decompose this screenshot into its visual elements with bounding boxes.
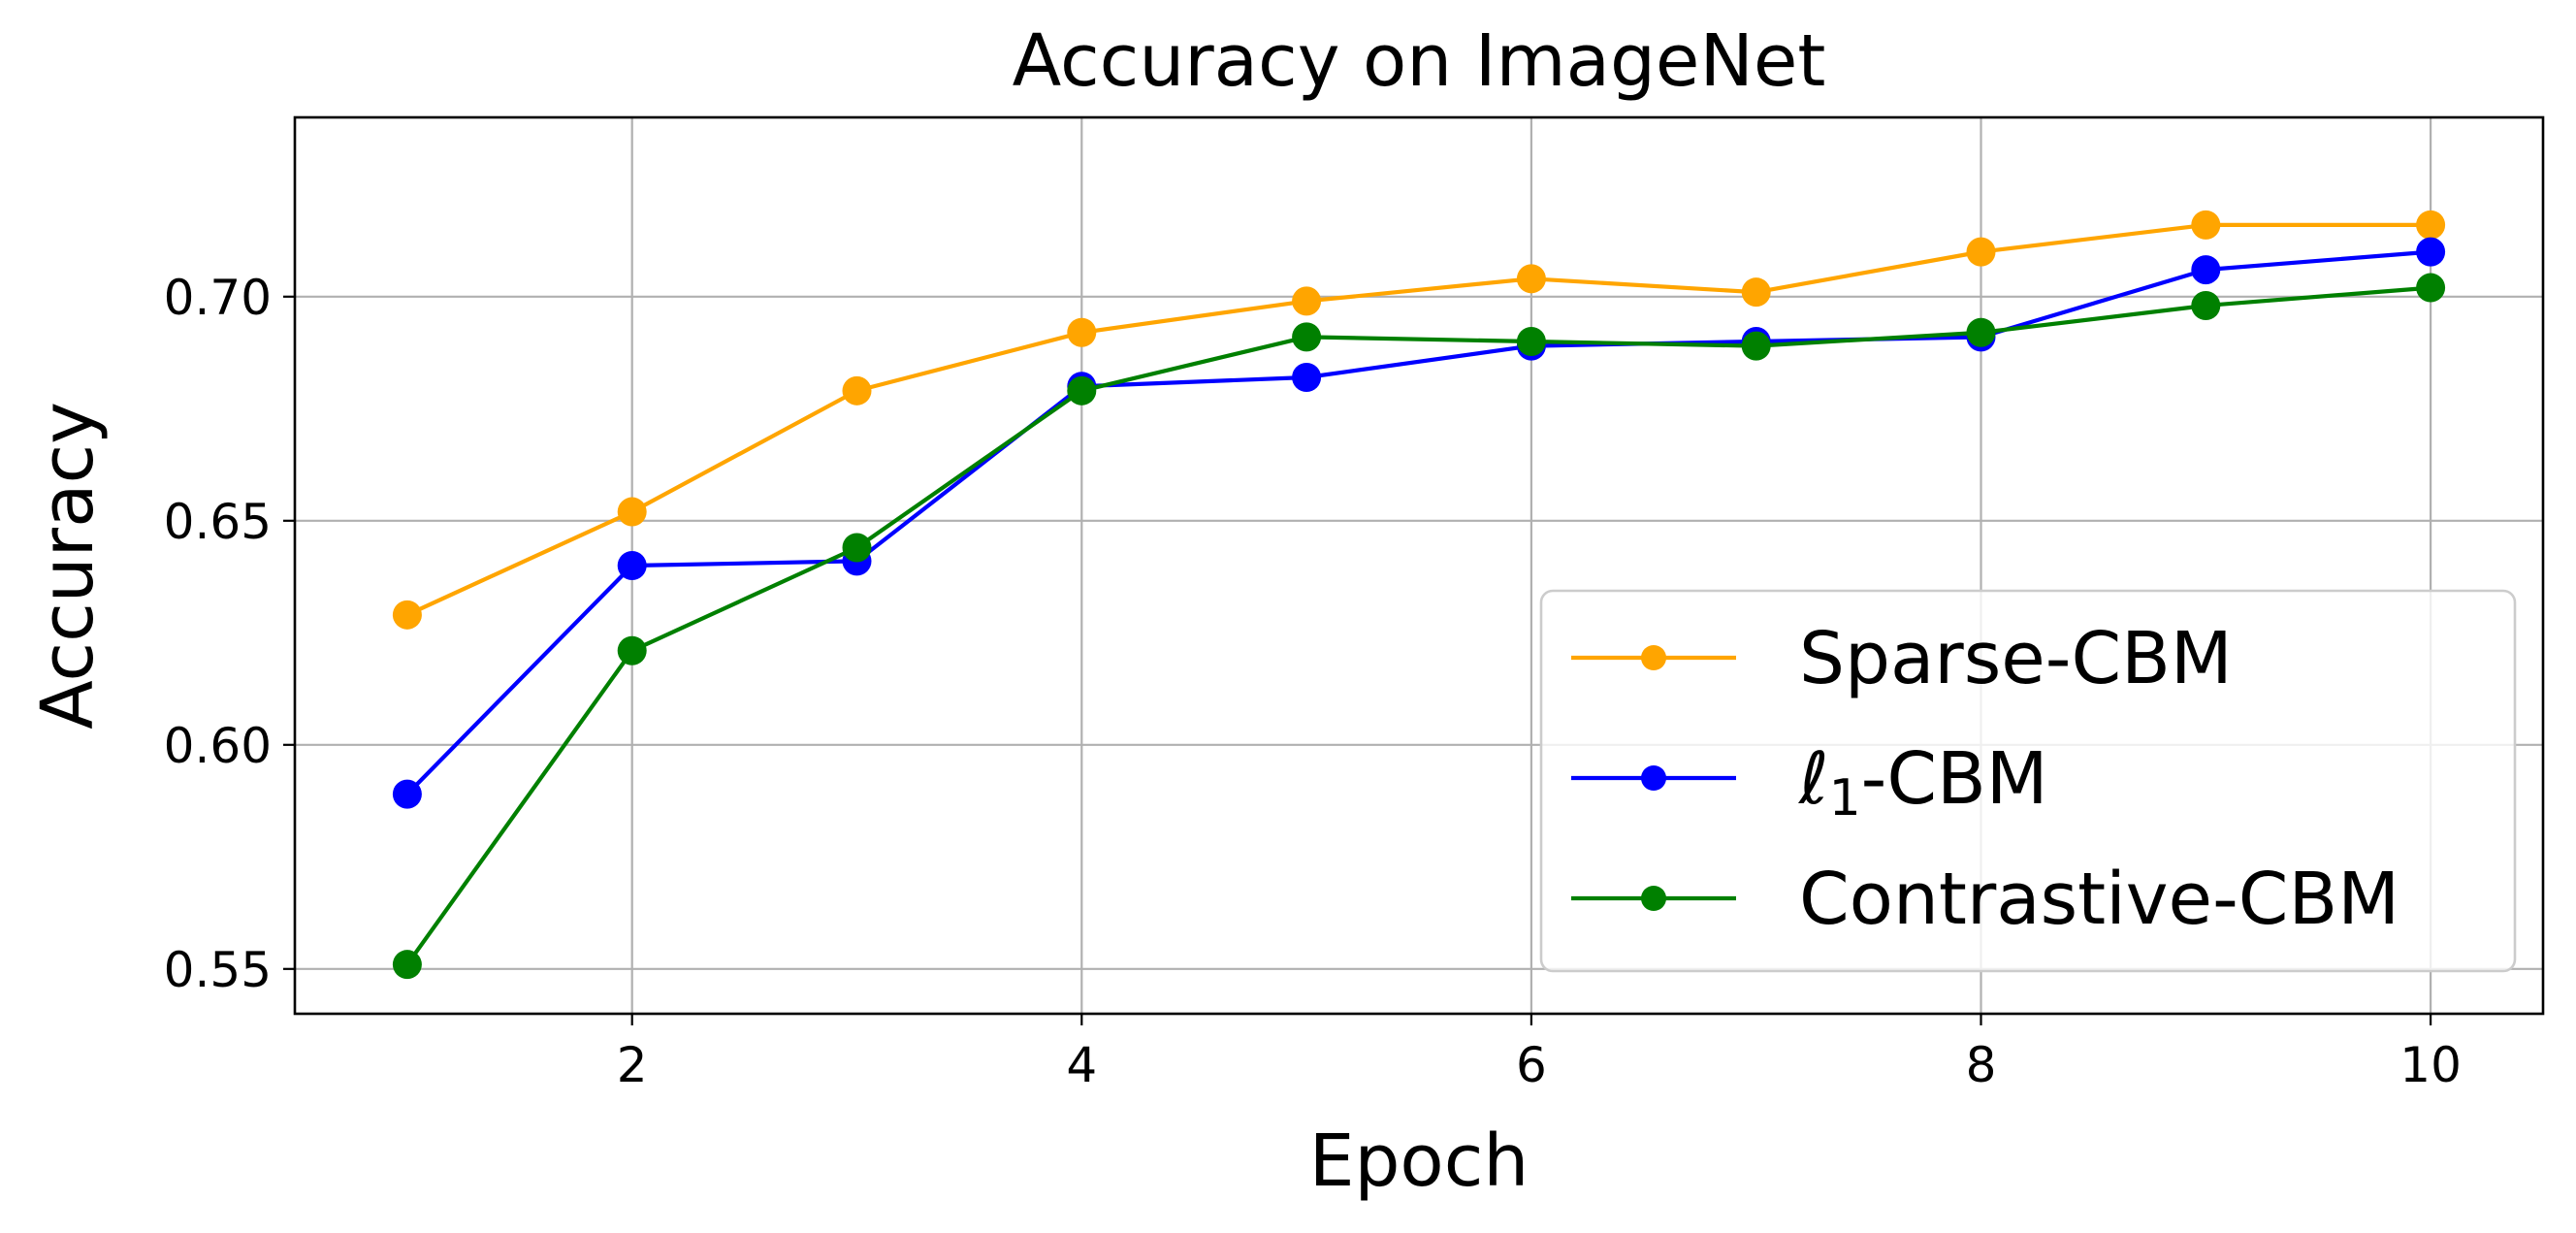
data-point — [392, 779, 422, 809]
series-layer — [392, 210, 2446, 980]
data-point — [2191, 255, 2221, 285]
data-point — [842, 533, 872, 563]
series-line — [405, 285, 2431, 966]
y-tick-label: 0.55 — [164, 942, 272, 998]
data-point — [1516, 327, 1546, 356]
x-tick-label: 10 — [2399, 1037, 2462, 1093]
y-axis-label: Accuracy — [26, 402, 110, 730]
data-point — [1966, 237, 1996, 267]
y-tick-label: 0.60 — [164, 718, 272, 774]
data-point — [1516, 264, 1546, 294]
data-point — [1292, 362, 1322, 392]
series-line — [405, 249, 2431, 796]
data-point — [2191, 210, 2221, 240]
data-point — [1741, 277, 1771, 308]
series-2 — [392, 273, 2446, 980]
series-0 — [392, 210, 2446, 630]
legend-label: ℓ1-CBM — [1797, 737, 2048, 827]
legend-entry: ℓ1-CBM — [1571, 737, 2048, 827]
x-tick-label: 8 — [1966, 1037, 1997, 1093]
data-point — [1966, 317, 1996, 347]
legend-entry: Contrastive-CBM — [1571, 858, 2399, 941]
data-point — [617, 551, 647, 580]
data-point — [617, 635, 647, 665]
legend-box — [1539, 589, 2517, 973]
x-tick-label: 6 — [1516, 1037, 1547, 1093]
data-point — [392, 600, 422, 630]
chart-title: Accuracy on ImageNet — [1013, 19, 1826, 103]
data-point — [2191, 291, 2221, 321]
legend-marker — [1641, 645, 1666, 670]
data-point — [1067, 375, 1097, 406]
data-point — [1292, 322, 1322, 352]
legend-marker — [1641, 765, 1666, 791]
legend: Sparse-CBM ℓ1-CBM Contrastive-CBM — [1539, 589, 2517, 973]
data-point — [1741, 331, 1771, 361]
series-line — [406, 222, 2431, 617]
x-tick-label: 4 — [1066, 1037, 1097, 1093]
y-tick-label: 0.65 — [164, 494, 272, 550]
data-point — [617, 497, 647, 527]
legend-label: Contrastive-CBM — [1799, 858, 2399, 941]
axis-ticks: 2 4 6 8 10 0.55 0.60 0.65 0.70 — [164, 270, 2462, 1093]
data-point — [1292, 286, 1322, 316]
data-point — [2416, 210, 2446, 240]
x-axis-label: Epoch — [1309, 1119, 1530, 1203]
data-point — [842, 375, 872, 406]
legend-entry: Sparse-CBM — [1571, 617, 2233, 700]
legend-label: Sparse-CBM — [1799, 617, 2233, 700]
legend-marker — [1641, 886, 1666, 911]
plot-frame — [293, 115, 2545, 1016]
x-tick-label: 2 — [617, 1037, 648, 1093]
data-point — [1067, 317, 1097, 347]
data-point — [392, 950, 422, 980]
data-point — [2416, 237, 2446, 267]
y-tick-label: 0.70 — [164, 270, 272, 326]
data-point — [2416, 273, 2446, 303]
